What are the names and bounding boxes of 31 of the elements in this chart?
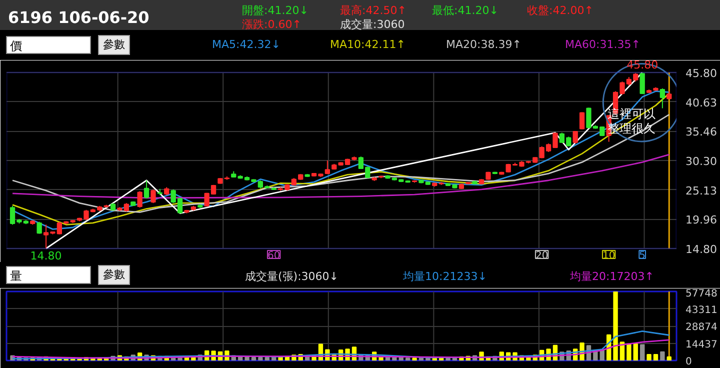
text: 開盤:41.20↓: [242, 3, 308, 19]
y-tick-label: 0: [686, 356, 692, 368]
y-tick-label: 43311: [686, 304, 718, 316]
y-tick-label: 45.80: [686, 67, 717, 80]
text: MA20:38.39↑: [446, 37, 522, 53]
text: 最高:42.50↑: [340, 3, 406, 18]
text: 均量20:17203↑: [570, 269, 654, 285]
text: 漲跌:0.60↑: [242, 17, 302, 33]
y-tick-label: 19.96: [686, 214, 717, 227]
text: 均量10:21233↓: [403, 269, 487, 285]
y-tick-label: 35.46: [686, 126, 717, 139]
text: 成交量:3060: [340, 17, 405, 33]
y-tick-label: 40.63: [686, 96, 717, 110]
y-tick-label: 28874: [686, 322, 718, 333]
chart-title: 6196 106-06-20: [8, 7, 150, 29]
text: MA5:42.32↓: [212, 37, 280, 53]
text: 參數: [98, 265, 130, 285]
text: MA60:31.35↑: [565, 37, 640, 53]
text: MA10:42.11↑: [330, 37, 406, 53]
text: 收盤:42.00↑: [527, 3, 594, 19]
text: 量: [6, 266, 91, 284]
y-tick-label: 14437: [686, 339, 718, 350]
text: 價: [6, 36, 91, 54]
text: 最低:41.20↓: [432, 3, 498, 19]
y-tick-label: 30.30: [686, 155, 717, 168]
y-tick-label: 14.80: [686, 243, 717, 256]
text: 成交量(張):3060↓: [245, 269, 338, 285]
y-tick-label: 57748: [686, 288, 718, 300]
annotation: 14.80: [30, 250, 62, 262]
y-tick-label: 25.13: [686, 184, 717, 198]
text: 參數: [98, 35, 130, 55]
